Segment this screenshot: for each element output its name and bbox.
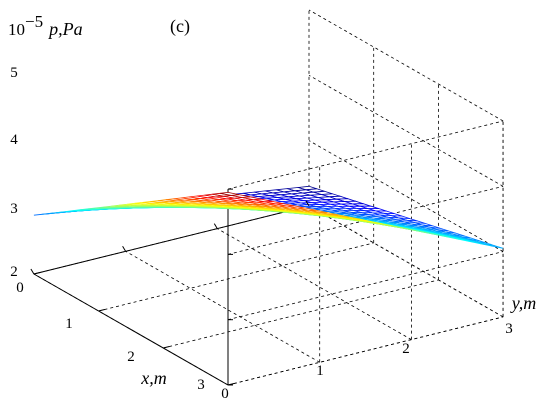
grid-line-sidewall-z xyxy=(308,74,504,187)
grid-line-backwall-z xyxy=(227,120,504,190)
y-tick-3: 3 xyxy=(505,321,513,337)
axes-box xyxy=(33,189,310,386)
x-tick-1: 1 xyxy=(65,316,73,332)
x-tick-mark xyxy=(98,309,105,312)
grid-line-backwall-z xyxy=(227,251,504,321)
y-tick-mark xyxy=(122,246,127,252)
x-axis-line xyxy=(33,273,229,386)
surface-cell xyxy=(220,191,240,196)
x-tick-2: 2 xyxy=(127,349,135,365)
grid-line-sidewall-z xyxy=(308,140,504,252)
z-tick-2: 2 xyxy=(10,264,18,280)
x-tick-3: 3 xyxy=(197,377,205,393)
x-tick-0: 0 xyxy=(16,280,24,296)
z-label-quantity: p,Pa xyxy=(47,19,83,39)
grid-line-backwall-z xyxy=(227,185,504,255)
y-axis-line xyxy=(33,205,310,275)
panel-label-text: (c) xyxy=(170,16,190,37)
z-tick-5: 5 xyxy=(10,65,18,81)
tick-marks xyxy=(30,188,310,386)
z-tick-3: 3 xyxy=(10,201,18,217)
x-tick-mark xyxy=(33,272,41,275)
y-axis-label: y,m xyxy=(510,293,537,313)
grid-line-sidewall-z xyxy=(308,9,504,122)
z-label-scale: 10 xyxy=(8,20,25,39)
grid-line-floor-y xyxy=(217,228,412,340)
y-tick-mark xyxy=(30,268,35,275)
y-tick-1: 1 xyxy=(316,363,324,379)
y-tick-mark xyxy=(213,223,218,229)
x-axis-label: x,m xyxy=(140,368,167,388)
y-tick-2: 2 xyxy=(402,341,410,357)
x-tick-mark xyxy=(227,383,235,386)
z-tick-4: 4 xyxy=(10,132,18,148)
grid-line-floor-x xyxy=(163,279,439,349)
y-tick-0: 0 xyxy=(221,386,229,402)
z-label-exponent: −5 xyxy=(25,12,43,31)
grid-line-floor-y xyxy=(308,205,504,318)
grid-line-floor-y xyxy=(125,250,320,363)
x-tick-mark xyxy=(163,346,170,349)
grid-line-floor-x xyxy=(98,242,374,312)
surface-mesh xyxy=(33,185,504,249)
y-tick-mark xyxy=(305,200,310,207)
panel-label: (c) xyxy=(170,16,190,37)
grid-line-floor-x xyxy=(227,316,504,386)
z-axis-label: 10−5 p,Pa xyxy=(8,12,83,39)
